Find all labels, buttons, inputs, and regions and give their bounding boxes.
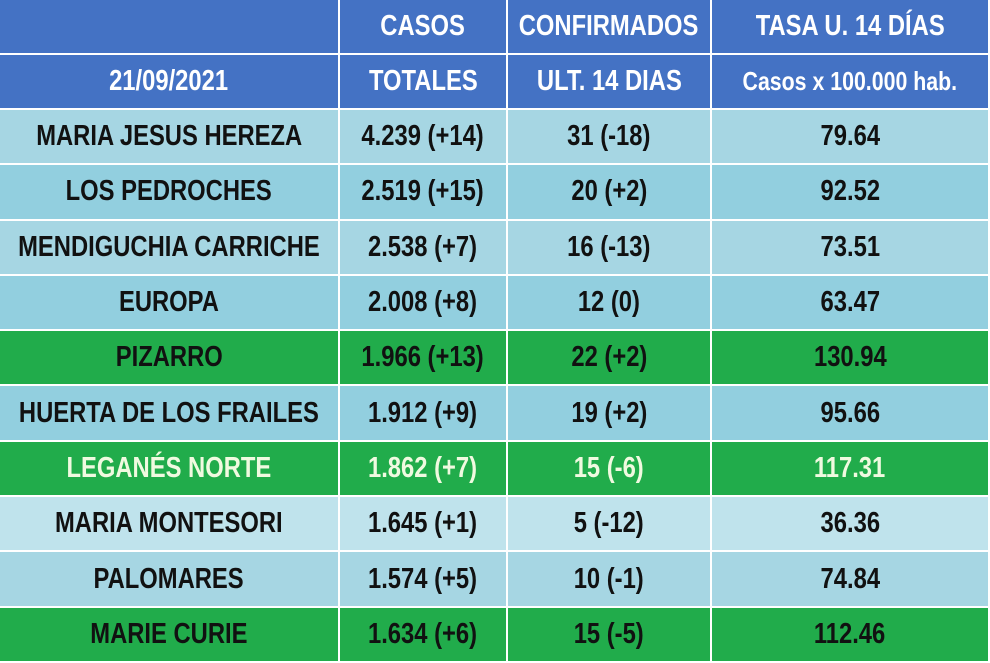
data-cell: 112.46 (712, 607, 990, 663)
data-cell-text: 1.966 (+13) (361, 341, 485, 374)
header-cell: TASA U. 14 DÍAS (712, 0, 990, 55)
data-cell-text: 95.66 (820, 396, 880, 429)
district-name-text: MARIE CURIE (90, 617, 248, 650)
data-cell: 1.574 (+5) (340, 552, 508, 608)
data-cell-text: 74.84 (820, 562, 880, 595)
data-cell-text: 92.52 (820, 175, 880, 208)
data-cell: 2.008 (+8) (340, 275, 508, 332)
data-cell-text: 15 (-5) (573, 617, 645, 650)
data-cell-text: 22 (+2) (570, 341, 648, 374)
data-cell-text: 79.64 (820, 120, 880, 153)
data-cell-text: 36.36 (820, 507, 880, 540)
data-cell: 63.47 (712, 275, 990, 332)
data-cell-text: 20 (+2) (570, 175, 648, 208)
data-cell: 31 (-18) (508, 110, 712, 166)
district-name: MARIE CURIE (0, 607, 340, 663)
data-cell-text: 2.519 (+15) (361, 175, 485, 208)
district-name-text: MENDIGUCHIA CARRICHE (18, 230, 320, 263)
data-cell-text: 12 (0) (577, 286, 641, 319)
data-cell-text: 1.645 (+1) (368, 507, 478, 540)
data-cell: 1.912 (+9) (340, 386, 508, 442)
district-name: PALOMARES (0, 552, 340, 608)
header-corner (0, 0, 340, 55)
data-cell: 1.645 (+1) (340, 497, 508, 553)
data-cell: 2.519 (+15) (340, 165, 508, 221)
header-cell-text: CASOS (380, 10, 466, 42)
data-cell-text: 1.634 (+6) (368, 617, 478, 650)
data-cell: 95.66 (712, 386, 990, 442)
district-name-text: EUROPA (119, 286, 219, 319)
data-cell: 1.862 (+7) (340, 441, 508, 498)
data-cell-text: 19 (+2) (570, 396, 648, 429)
data-cell-text: 1.574 (+5) (368, 562, 478, 595)
district-name: HUERTA DE LOS FRAILES (0, 386, 340, 442)
data-cell: 92.52 (712, 165, 990, 221)
data-cell-text: 63.47 (820, 286, 880, 319)
data-cell: 73.51 (712, 220, 990, 276)
district-name: EUROPA (0, 275, 340, 332)
header-cell-text: TASA U. 14 DÍAS (755, 10, 945, 42)
data-cell-text: 1.862 (+7) (368, 451, 478, 484)
district-name: PIZARRO (0, 331, 340, 387)
data-cell: 4.239 (+14) (340, 110, 508, 166)
district-name-text: MARIA MONTESORI (55, 507, 283, 540)
header-cell: Casos x 100.000 hab. (712, 55, 990, 110)
data-cell: 74.84 (712, 552, 990, 608)
header-cell: 21/09/2021 (0, 55, 340, 110)
data-cell-text: 73.51 (820, 230, 880, 263)
district-name: LEGANÉS NORTE (0, 441, 340, 498)
data-cell: 36.36 (712, 497, 990, 553)
district-name-text: LOS PEDROCHES (65, 175, 273, 208)
district-name: MENDIGUCHIA CARRICHE (0, 220, 340, 276)
district-name-text: HUERTA DE LOS FRAILES (19, 396, 319, 429)
data-cell: 1.966 (+13) (340, 331, 508, 387)
header-cell-text: 21/09/2021 (109, 65, 229, 97)
data-cell-text: 4.239 (+14) (361, 120, 485, 153)
header-cell-text: ULT. 14 DIAS (536, 65, 682, 97)
data-cell: 20 (+2) (508, 165, 712, 221)
district-name: LOS PEDROCHES (0, 165, 340, 221)
data-cell-text: 112.46 (814, 617, 886, 650)
district-name-text: MARIA JESUS HEREZA (35, 120, 303, 153)
data-cell: 5 (-12) (508, 497, 712, 553)
district-name: MARIA MONTESORI (0, 497, 340, 553)
header-cell-text: Casos x 100.000 hab. (742, 66, 958, 96)
header-cell-text: CONFIRMADOS (519, 10, 699, 42)
header-cell-text: TOTALES (368, 65, 478, 97)
data-cell-text: 31 (-18) (567, 120, 651, 153)
data-cell: 130.94 (712, 331, 990, 387)
data-cell-text: 117.31 (814, 451, 886, 484)
data-cell-text: 2.008 (+8) (368, 286, 478, 319)
header-cell: ULT. 14 DIAS (508, 55, 712, 110)
data-cell: 79.64 (712, 110, 990, 166)
data-cell: 15 (-6) (508, 441, 712, 498)
data-cell: 22 (+2) (508, 331, 712, 387)
district-name-text: LEGANÉS NORTE (66, 451, 272, 484)
data-cell-text: 130.94 (813, 341, 887, 374)
data-cell: 19 (+2) (508, 386, 712, 442)
data-cell-text: 16 (-13) (567, 230, 651, 263)
district-name-text: PALOMARES (93, 562, 245, 595)
data-cell: 1.634 (+6) (340, 607, 508, 663)
header-cell: TOTALES (340, 55, 508, 110)
data-cell-text: 10 (-1) (573, 562, 645, 595)
data-cell: 2.538 (+7) (340, 220, 508, 276)
district-name-text: PIZARRO (115, 341, 223, 374)
header-cell: CASOS (340, 0, 508, 55)
data-cell-text: 1.912 (+9) (368, 396, 478, 429)
data-cell-text: 5 (-12) (573, 507, 645, 540)
data-cell: 12 (0) (508, 275, 712, 332)
data-cell-text: 15 (-6) (573, 451, 645, 484)
data-cell: 117.31 (712, 441, 990, 498)
data-cell-text: 2.538 (+7) (368, 230, 478, 263)
data-cell: 15 (-5) (508, 607, 712, 663)
district-name: MARIA JESUS HEREZA (0, 110, 340, 166)
header-cell: CONFIRMADOS (508, 0, 712, 55)
data-cell: 16 (-13) (508, 220, 712, 276)
data-cell: 10 (-1) (508, 552, 712, 608)
